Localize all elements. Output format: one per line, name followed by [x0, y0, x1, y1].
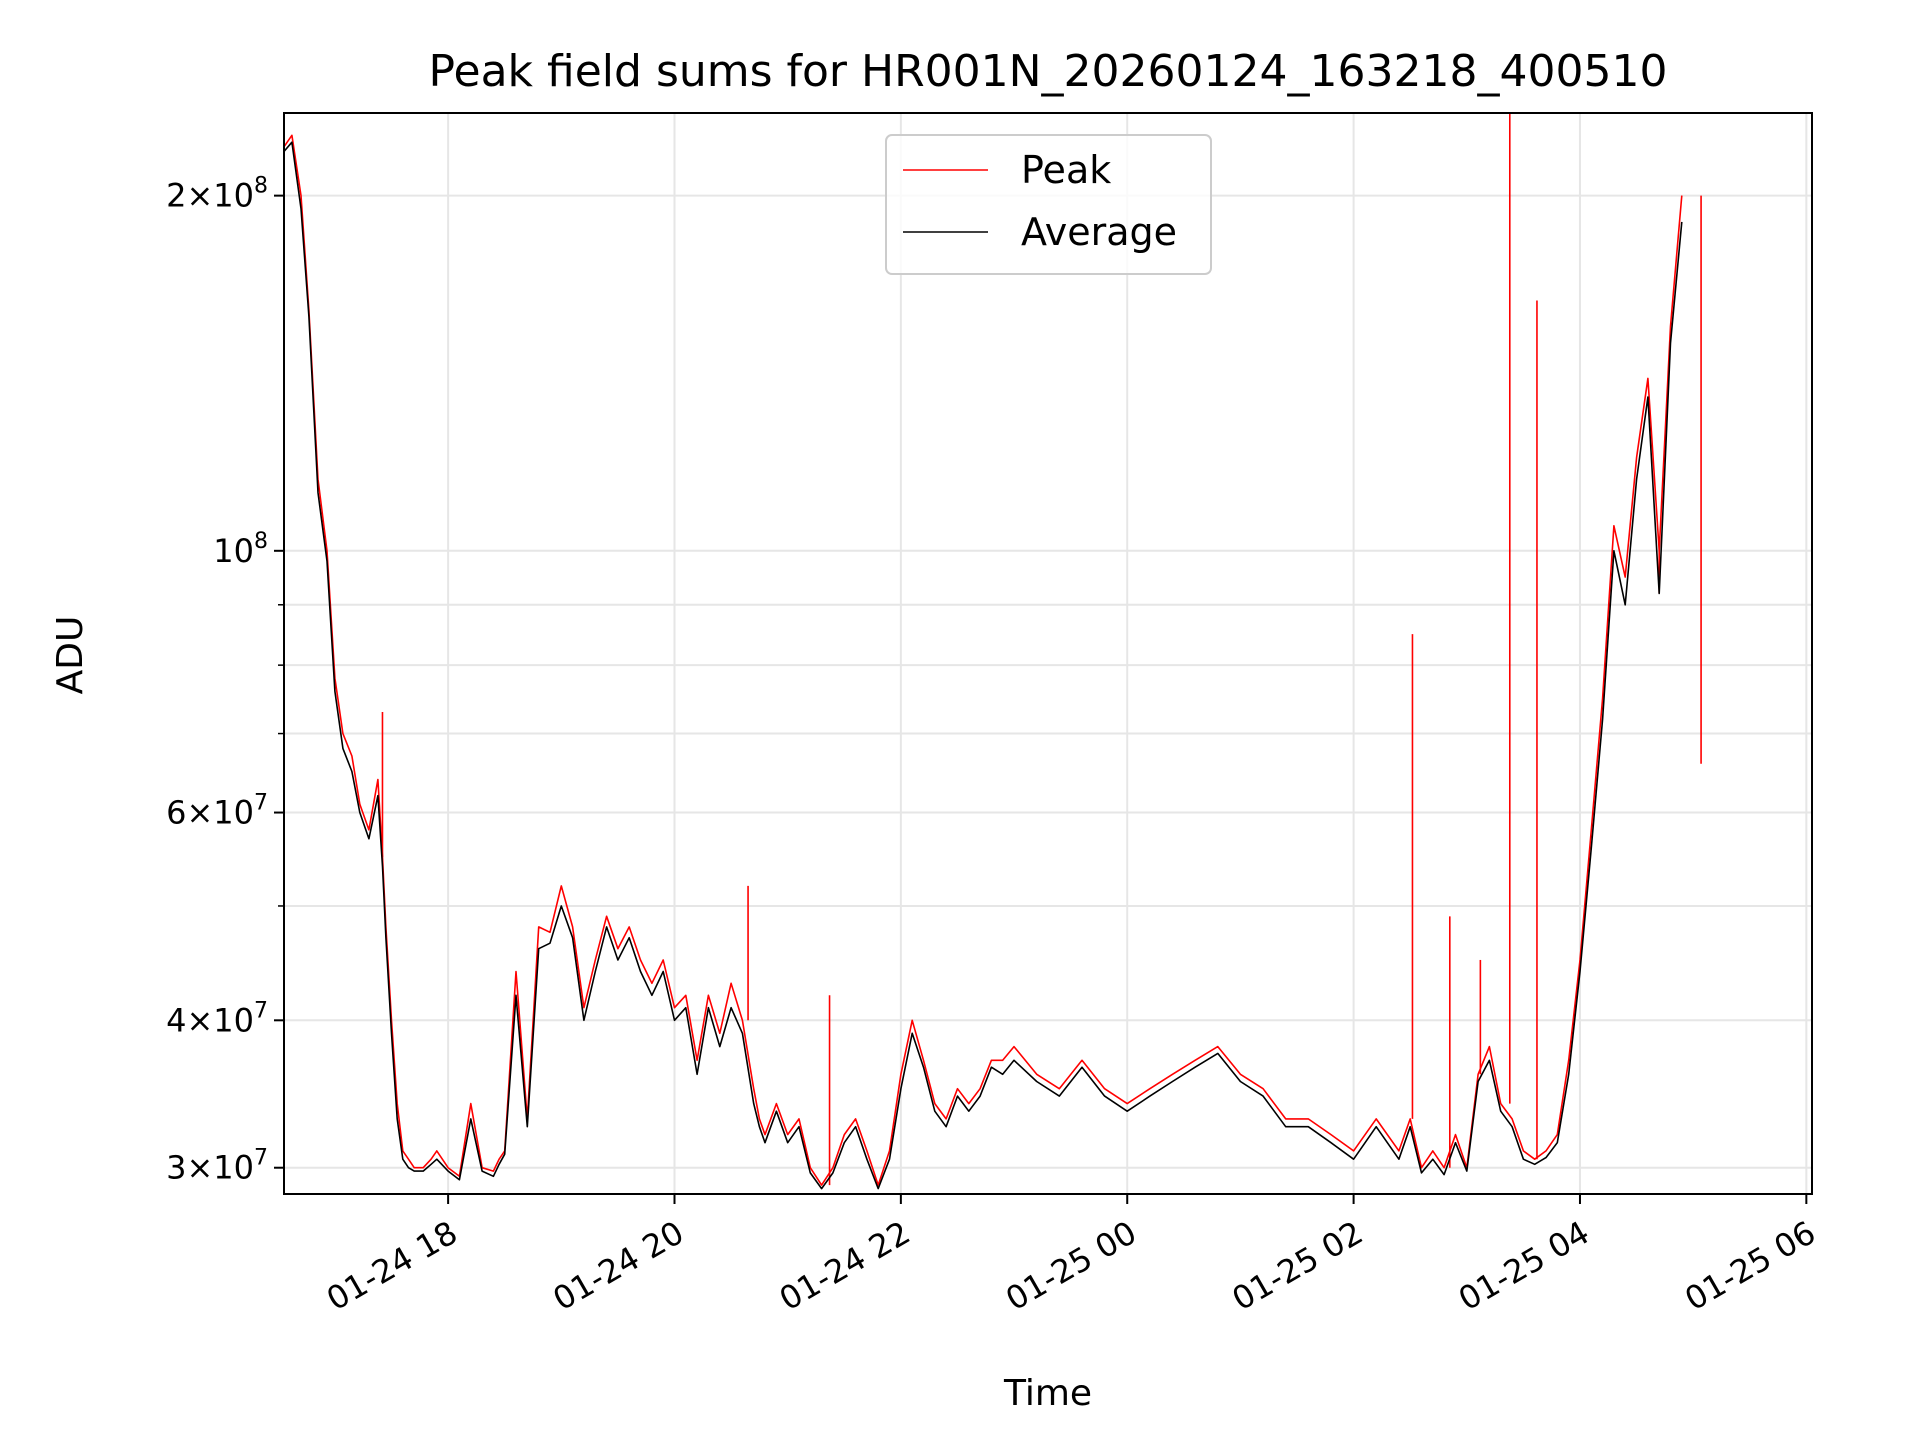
series-line-average [283, 141, 1683, 1190]
y-tick-label: 108 [213, 529, 268, 570]
grid [284, 113, 1812, 1194]
y-axis-label: ADU [50, 616, 91, 695]
series-group [283, 113, 1702, 1190]
series-line-peak [283, 134, 1683, 1186]
x-axis-label: Time [1003, 1373, 1092, 1414]
y-tick-label: 4×107 [166, 998, 268, 1039]
plot-frame [283, 112, 1813, 1195]
legend: Peak Average [885, 134, 1212, 275]
y-tick-label: 6×107 [166, 791, 268, 832]
legend-label-peak: Peak [1021, 148, 1111, 192]
y-axis: 3×107 4×107 6×107 108 2×108 [166, 174, 284, 1187]
y-tick-label: 3×107 [166, 1146, 268, 1187]
legend-label-average: Average [1021, 210, 1177, 254]
y-tick-label: 2×108 [166, 174, 268, 215]
chart-title: Peak field sums for HR001N_20260124_1632… [429, 46, 1668, 97]
